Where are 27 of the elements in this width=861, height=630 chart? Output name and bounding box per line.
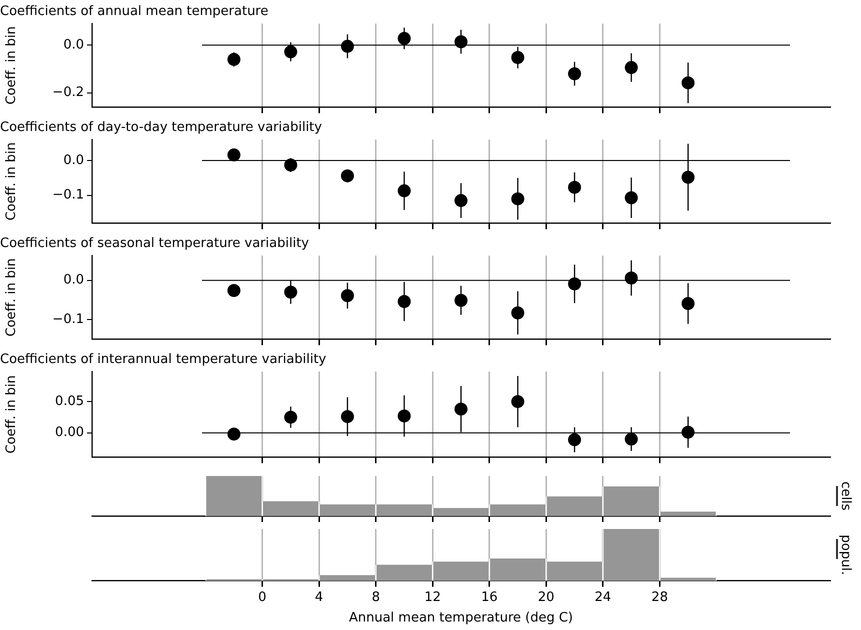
x-tick-label: 0 <box>258 590 266 605</box>
y-axis-title: Coeff. in bin <box>4 258 20 337</box>
y-tick-label: 0.0 <box>63 37 84 52</box>
y-axis-title: cells <box>838 481 853 511</box>
chart-title: Coefficients of seasonal temperature variability <box>0 236 310 252</box>
x-tick-label: 16 <box>481 590 498 605</box>
x-tick-label: 4 <box>314 590 324 605</box>
chart-title: Coefficients of annual mean temperature <box>0 4 268 20</box>
chart-title: Coefficients of day-to-day temperature variability <box>0 120 322 136</box>
y-tick-label: 0.05 <box>55 394 84 409</box>
y-tick-label: −0.2 <box>52 85 84 100</box>
y-tick-label: −0.1 <box>52 312 84 327</box>
x-tick-label: 8 <box>372 590 380 605</box>
x-tick-label: 28 <box>651 590 668 605</box>
y-axis-title: popul. <box>838 534 853 576</box>
y-tick-label: 0.0 <box>63 272 84 288</box>
x-tick-label: 24 <box>594 590 612 605</box>
y-tick-label: 0.0 <box>63 152 84 168</box>
x-tick-label: 12 <box>424 590 441 605</box>
x-axis-title: Annual mean temperature (deg C) <box>348 610 574 626</box>
y-axis-title: Coeff. in bin <box>4 375 20 454</box>
y-tick-label: 0.00 <box>55 425 84 440</box>
x-tick-label: 20 <box>538 590 554 605</box>
y-tick-label: −0.1 <box>52 188 84 203</box>
chart-title: Coefficients of interannual temperature variability <box>0 352 327 368</box>
y-axis-title: Coeff. in bin <box>4 26 20 105</box>
y-axis-title: Coeff. in bin <box>4 142 20 221</box>
